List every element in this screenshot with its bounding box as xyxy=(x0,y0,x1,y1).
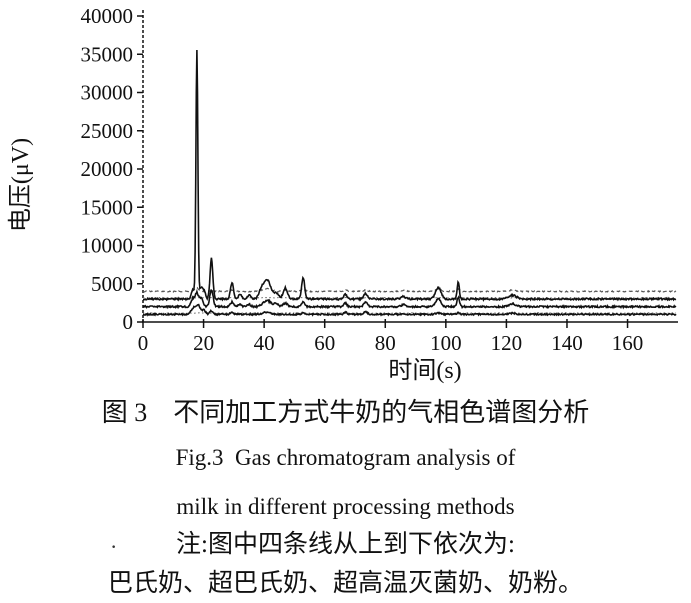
chromatogram-chart: 电压(μV) 时间(s) 0 5000 10000 15000 20000 25000 30… xyxy=(7,4,678,384)
y-tick-label: 40000 xyxy=(81,4,134,28)
y-tick-label: 5000 xyxy=(91,272,133,296)
y-tick-label: 0 xyxy=(123,310,134,334)
x-axis-title: 时间(s) xyxy=(388,357,461,384)
y-tick-label: 30000 xyxy=(81,81,134,105)
figure-note-line1: 注:图中四条线从上到下依次为: xyxy=(176,531,515,558)
x-tick-label: 160 xyxy=(612,331,644,355)
x-tick-label: 80 xyxy=(375,331,396,355)
x-tick-label: 140 xyxy=(551,331,583,355)
figure-caption-en-line1: Fig.3 Gas chromatogram analysis of xyxy=(175,445,516,470)
trace-uht-milk xyxy=(142,288,677,310)
figure-caption-en-line2: milk in different processing methods xyxy=(176,494,515,519)
x-tick-label: 60 xyxy=(314,331,335,355)
trace-pasteurized-milk xyxy=(142,286,677,293)
y-tick-label: 20000 xyxy=(81,157,134,181)
stray-dot-mark: · xyxy=(110,534,118,559)
x-tick-label: 40 xyxy=(254,331,275,355)
figure-note-line2: 巴氏奶、超巴氏奶、超高温灭菌奶、奶粉。 xyxy=(107,570,583,597)
x-tick-label: 0 xyxy=(138,331,149,355)
trace-milk-powder xyxy=(142,303,677,317)
x-tick-label: 100 xyxy=(430,331,462,355)
y-axis-title: 电压(μV) xyxy=(7,138,34,232)
y-tick-label: 15000 xyxy=(81,195,134,219)
y-tick-label: 10000 xyxy=(81,234,134,258)
trace-ultra-pasteurized-milk xyxy=(143,49,677,303)
y-tick-label: 35000 xyxy=(81,42,134,66)
x-tick-label: 120 xyxy=(491,331,523,355)
figure-caption-cn: 图 3 不同加工方式牛奶的气相色谱图分析 xyxy=(101,398,590,427)
y-tick-label: 25000 xyxy=(81,119,134,143)
x-tick-label: 20 xyxy=(193,331,214,355)
